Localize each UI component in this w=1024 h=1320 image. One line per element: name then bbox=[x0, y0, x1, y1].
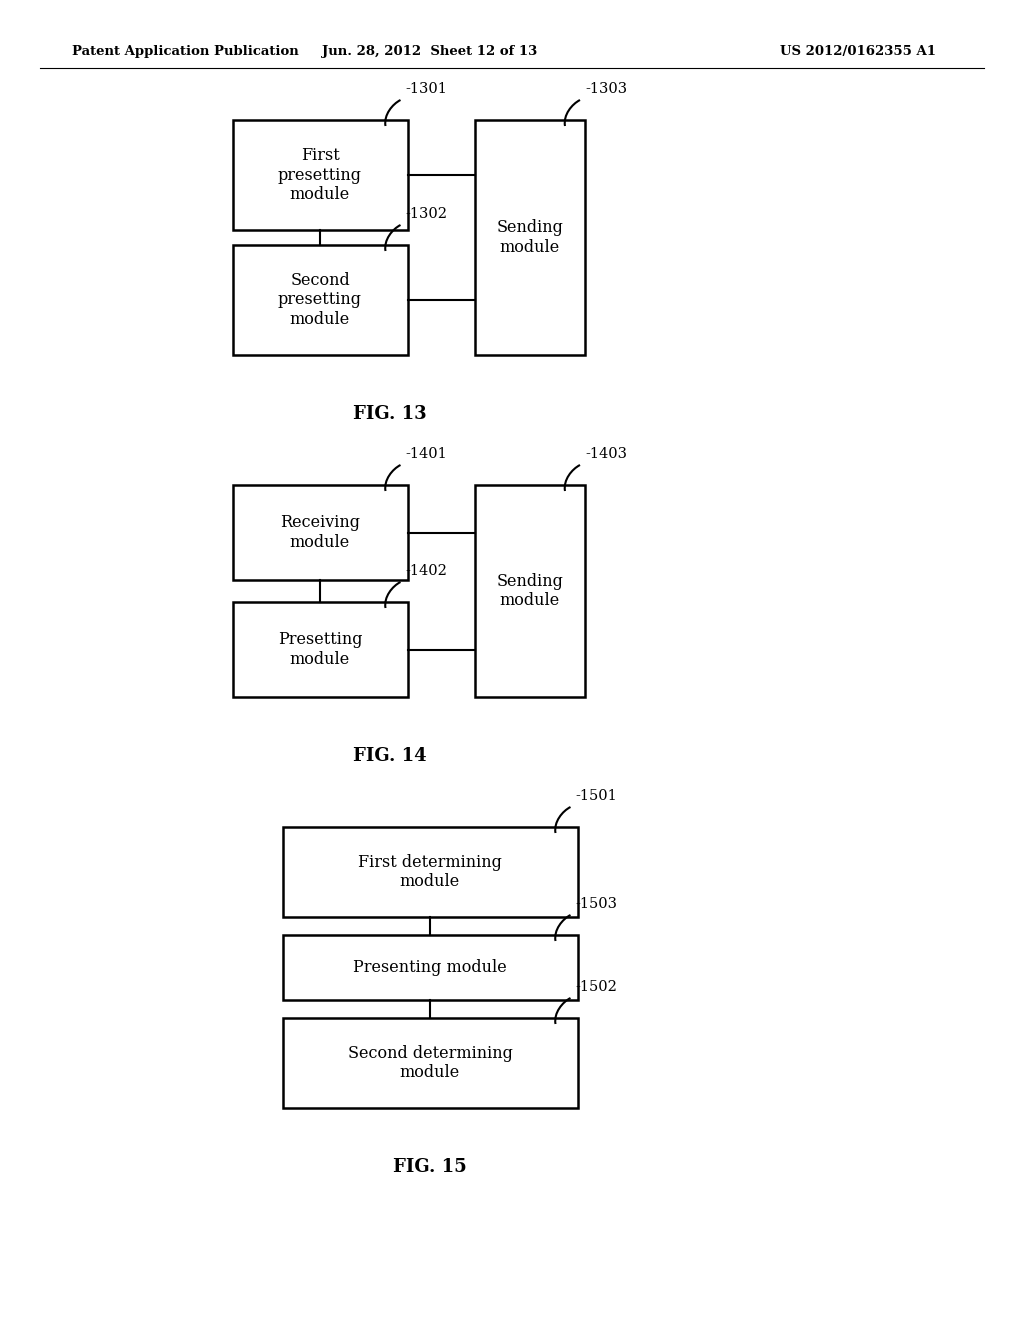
Text: Second
presetting
module: Second presetting module bbox=[278, 272, 362, 329]
Text: FIG. 13: FIG. 13 bbox=[353, 405, 427, 422]
Text: -1303: -1303 bbox=[585, 82, 627, 96]
Text: -1302: -1302 bbox=[406, 207, 447, 220]
Text: Sending
module: Sending module bbox=[497, 573, 563, 610]
Text: -1403: -1403 bbox=[585, 447, 627, 461]
Text: -1402: -1402 bbox=[406, 564, 447, 578]
Text: -1502: -1502 bbox=[575, 979, 617, 994]
Text: Patent Application Publication: Patent Application Publication bbox=[72, 45, 299, 58]
Text: Sending
module: Sending module bbox=[497, 219, 563, 256]
Text: FIG. 15: FIG. 15 bbox=[393, 1158, 467, 1176]
Text: First determining
module: First determining module bbox=[358, 854, 502, 890]
Text: US 2012/0162355 A1: US 2012/0162355 A1 bbox=[780, 45, 936, 58]
Text: Receiving
module: Receiving module bbox=[280, 515, 360, 550]
Bar bbox=[232, 484, 408, 579]
Bar bbox=[232, 120, 408, 230]
Text: Presenting module: Presenting module bbox=[353, 960, 507, 975]
Text: Presetting
module: Presetting module bbox=[278, 631, 362, 668]
Text: -1501: -1501 bbox=[575, 789, 617, 803]
Text: -1301: -1301 bbox=[406, 82, 447, 96]
Bar bbox=[232, 602, 408, 697]
Text: -1503: -1503 bbox=[575, 898, 617, 911]
Bar bbox=[232, 246, 408, 355]
Bar bbox=[283, 828, 578, 917]
Text: -1401: -1401 bbox=[406, 447, 447, 461]
Bar bbox=[475, 120, 585, 355]
Bar bbox=[283, 1018, 578, 1107]
Bar bbox=[475, 484, 585, 697]
Bar bbox=[283, 935, 578, 1001]
Text: First
presetting
module: First presetting module bbox=[278, 147, 362, 203]
Text: Second determining
module: Second determining module bbox=[347, 1044, 512, 1081]
Text: Jun. 28, 2012  Sheet 12 of 13: Jun. 28, 2012 Sheet 12 of 13 bbox=[323, 45, 538, 58]
Text: FIG. 14: FIG. 14 bbox=[353, 747, 427, 766]
